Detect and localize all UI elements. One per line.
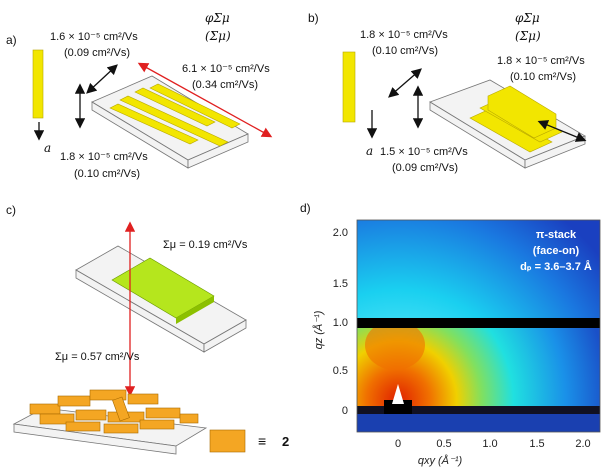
out-of-plane: Σμ = 0.57 cm²/Vs <box>55 351 140 363</box>
annotation: (face-on) <box>533 245 580 257</box>
compound: 2 <box>282 434 289 449</box>
shape <box>140 420 174 429</box>
y-tick-label: 0.5 <box>333 365 348 377</box>
x-tick-label: 1.0 <box>482 438 497 450</box>
shape <box>357 414 600 432</box>
panel-label: d) <box>300 201 311 215</box>
annotation: π-stack <box>536 229 577 241</box>
x-tick-label: 0.5 <box>436 438 451 450</box>
y-tick-label: 2.0 <box>333 227 348 239</box>
perp-sum: (0.09 cm²/Vs) <box>64 47 130 59</box>
long-sum: (0.34 cm²/Vs) <box>192 79 258 91</box>
shape <box>180 414 198 423</box>
rod <box>343 52 355 122</box>
shape <box>58 396 90 406</box>
shape <box>146 408 180 418</box>
x-tick-label: 1.5 <box>529 438 544 450</box>
arrow <box>88 66 116 92</box>
y-tick-label: 0 <box>342 405 348 417</box>
long-sum: (0.10 cm²/Vs) <box>510 71 576 83</box>
shape <box>76 410 106 420</box>
panel-label: a) <box>6 33 17 47</box>
header: φΣμ <box>205 11 230 25</box>
x-axis-label: qxy (Å⁻¹) <box>418 454 463 467</box>
shape <box>66 422 100 431</box>
arrow <box>390 70 420 96</box>
y-axis-label: qz (Å⁻¹) <box>312 310 325 349</box>
shape <box>128 394 158 404</box>
in-plane: Σμ = 0.19 cm²/Vs <box>163 239 248 251</box>
vert-sum: (0.09 cm²/Vs) <box>392 162 458 174</box>
long-value: 6.1 × 10⁻⁵ cm²/Vs <box>182 63 270 75</box>
perp-sum: (0.10 cm²/Vs) <box>372 45 438 57</box>
header: φΣμ <box>515 11 540 25</box>
axis-label: a <box>44 141 51 155</box>
shape <box>30 404 60 414</box>
x-tick-label: 0 <box>395 438 401 450</box>
long-value: 1.8 × 10⁻⁵ cm²/Vs <box>497 55 585 67</box>
shape <box>104 424 138 433</box>
equiv: ≡ <box>258 433 266 449</box>
y-tick-label: 1.5 <box>333 278 348 290</box>
rod <box>33 50 43 118</box>
x-tick-label: 2.0 <box>575 438 590 450</box>
header-sum: (Σμ) <box>515 29 541 43</box>
axis-label: a <box>366 144 373 158</box>
figure: a) 1.6 × 10⁻⁵ cm²/Vs (0.09 cm²/Vs) φΣμ (… <box>0 0 609 469</box>
legend-swatch <box>210 430 245 452</box>
vert-value: 1.8 × 10⁻⁵ cm²/Vs <box>60 151 148 163</box>
y-tick-label: 1.0 <box>333 317 348 329</box>
panel-label: b) <box>308 11 319 25</box>
vert-sum: (0.10 cm²/Vs) <box>74 168 140 180</box>
header-sum: (Σμ) <box>205 29 231 43</box>
panel-label: c) <box>6 203 16 217</box>
vert-value: 1.5 × 10⁻⁵ cm²/Vs <box>380 146 468 158</box>
perp-value: 1.6 × 10⁻⁵ cm²/Vs <box>50 31 138 43</box>
perp-value: 1.8 × 10⁻⁵ cm²/Vs <box>360 29 448 41</box>
annotation: dₚ = 3.6–3.7 Å <box>520 260 592 273</box>
shape <box>357 318 600 328</box>
